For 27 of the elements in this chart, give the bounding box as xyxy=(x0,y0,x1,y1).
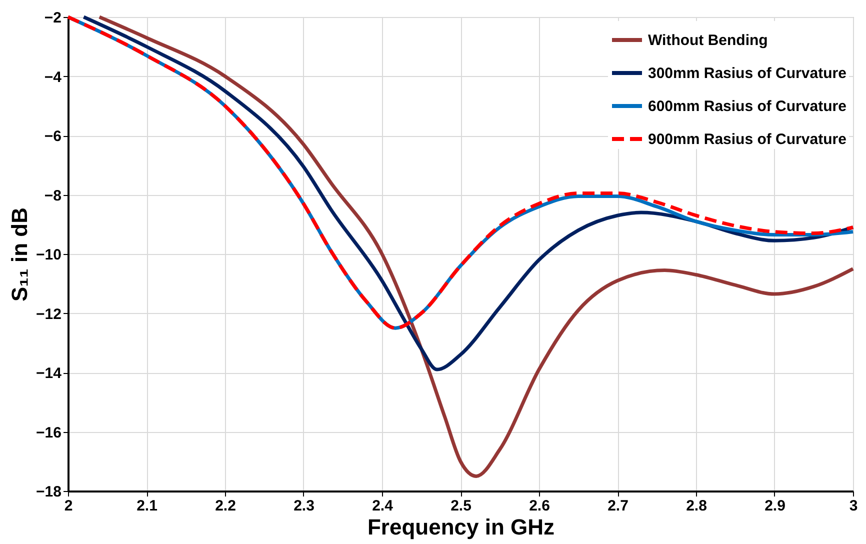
y-tick-label: −8 xyxy=(44,187,62,204)
x-tick-label: 2.9 xyxy=(764,498,786,514)
x-tick-label: 2.5 xyxy=(450,498,472,514)
legend-label: 900mm Rasius of Curvature xyxy=(648,131,846,148)
x-tick-label: 2.6 xyxy=(529,498,550,514)
x-tick-label: 2 xyxy=(64,498,73,514)
y-tick-label: −4 xyxy=(44,68,62,86)
y-tick-label: −18 xyxy=(36,484,62,500)
x-tick-label: 2.2 xyxy=(215,498,236,514)
legend-label: 600mm Rasius of Curvature xyxy=(648,98,846,115)
y-tick-label: −6 xyxy=(44,128,62,145)
x-axis-title: Frequency in GHz xyxy=(367,514,555,540)
x-tick-label: 2.7 xyxy=(608,498,628,514)
y-tick-label: −2 xyxy=(44,10,62,26)
y-tick-label: −14 xyxy=(36,365,62,382)
y-tick-label: −16 xyxy=(36,424,62,442)
legend-label: Without Bending xyxy=(648,32,768,49)
x-tick-label: 2.3 xyxy=(294,498,314,514)
legend-label: 300mm Rasius of Curvature xyxy=(648,65,846,82)
y-axis-title: S₁₁ in dB xyxy=(7,208,32,302)
y-tick-label: −10 xyxy=(36,246,62,264)
x-tick-label: 3 xyxy=(849,498,858,514)
line-series xyxy=(98,15,855,478)
y-tick-label: −12 xyxy=(36,306,62,323)
x-tick-label: 2.8 xyxy=(686,498,707,514)
x-tick-label: 2.4 xyxy=(372,498,394,514)
x-tick-label: 2.1 xyxy=(136,498,158,514)
